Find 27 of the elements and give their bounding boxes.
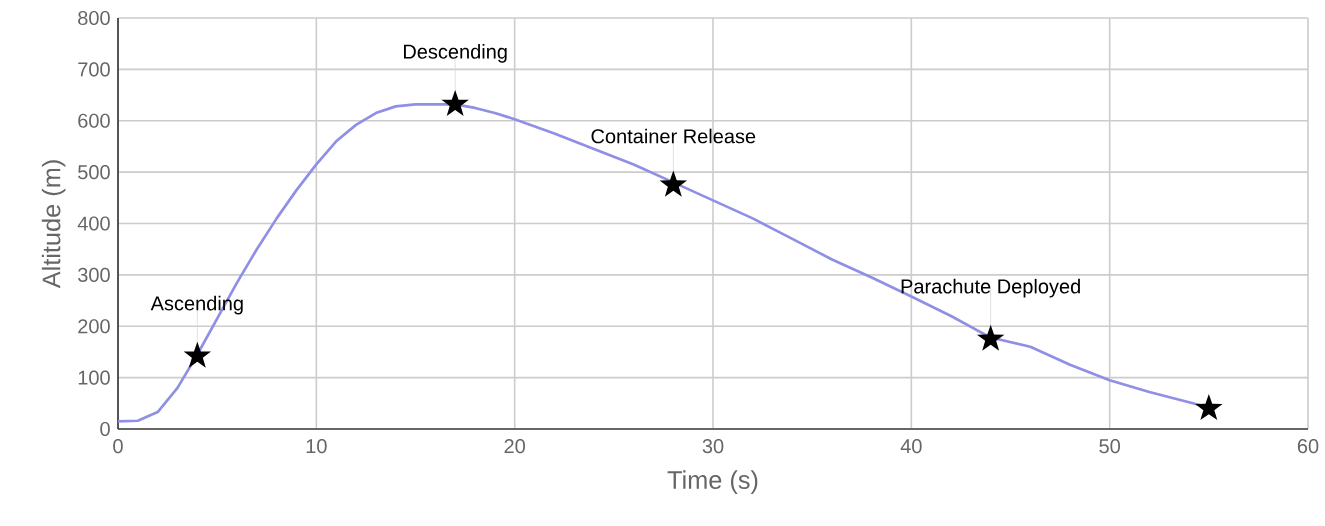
x-tick-label: 40 — [900, 439, 922, 454]
y-tick-label: 800 — [78, 10, 110, 26]
point — [1195, 394, 1223, 421]
point — [659, 170, 688, 197]
annotation: Parachute Deployed — [901, 278, 1080, 298]
y-tick-label: 100 — [78, 370, 110, 385]
y-tick-label: 600 — [78, 113, 110, 128]
annotation: Ascending — [150, 295, 243, 315]
y-tick-label: 500 — [78, 165, 110, 180]
y-tick-label: 300 — [78, 267, 110, 282]
point — [183, 341, 212, 368]
x-tick-label: 10 — [306, 439, 327, 454]
y-tick-label: 0 — [100, 421, 110, 437]
annotation: Descending — [403, 44, 507, 63]
y-axis-title: Altitude (m) — [41, 160, 66, 289]
point — [976, 324, 1005, 351]
annotation: Container Release — [591, 128, 756, 144]
x-tick-label: 60 — [1297, 439, 1319, 454]
x-tick-label: 20 — [504, 439, 525, 454]
x-tick-label: 0 — [113, 439, 123, 454]
point — [441, 89, 469, 116]
y-tick-label: 200 — [78, 319, 110, 334]
x-tick-label: 30 — [702, 439, 724, 454]
x-axis-title: Time (s) — [667, 470, 758, 494]
x-tick-label: 50 — [1099, 439, 1120, 454]
y-tick-label: 400 — [77, 216, 110, 231]
y-tick-label: 700 — [78, 62, 110, 77]
